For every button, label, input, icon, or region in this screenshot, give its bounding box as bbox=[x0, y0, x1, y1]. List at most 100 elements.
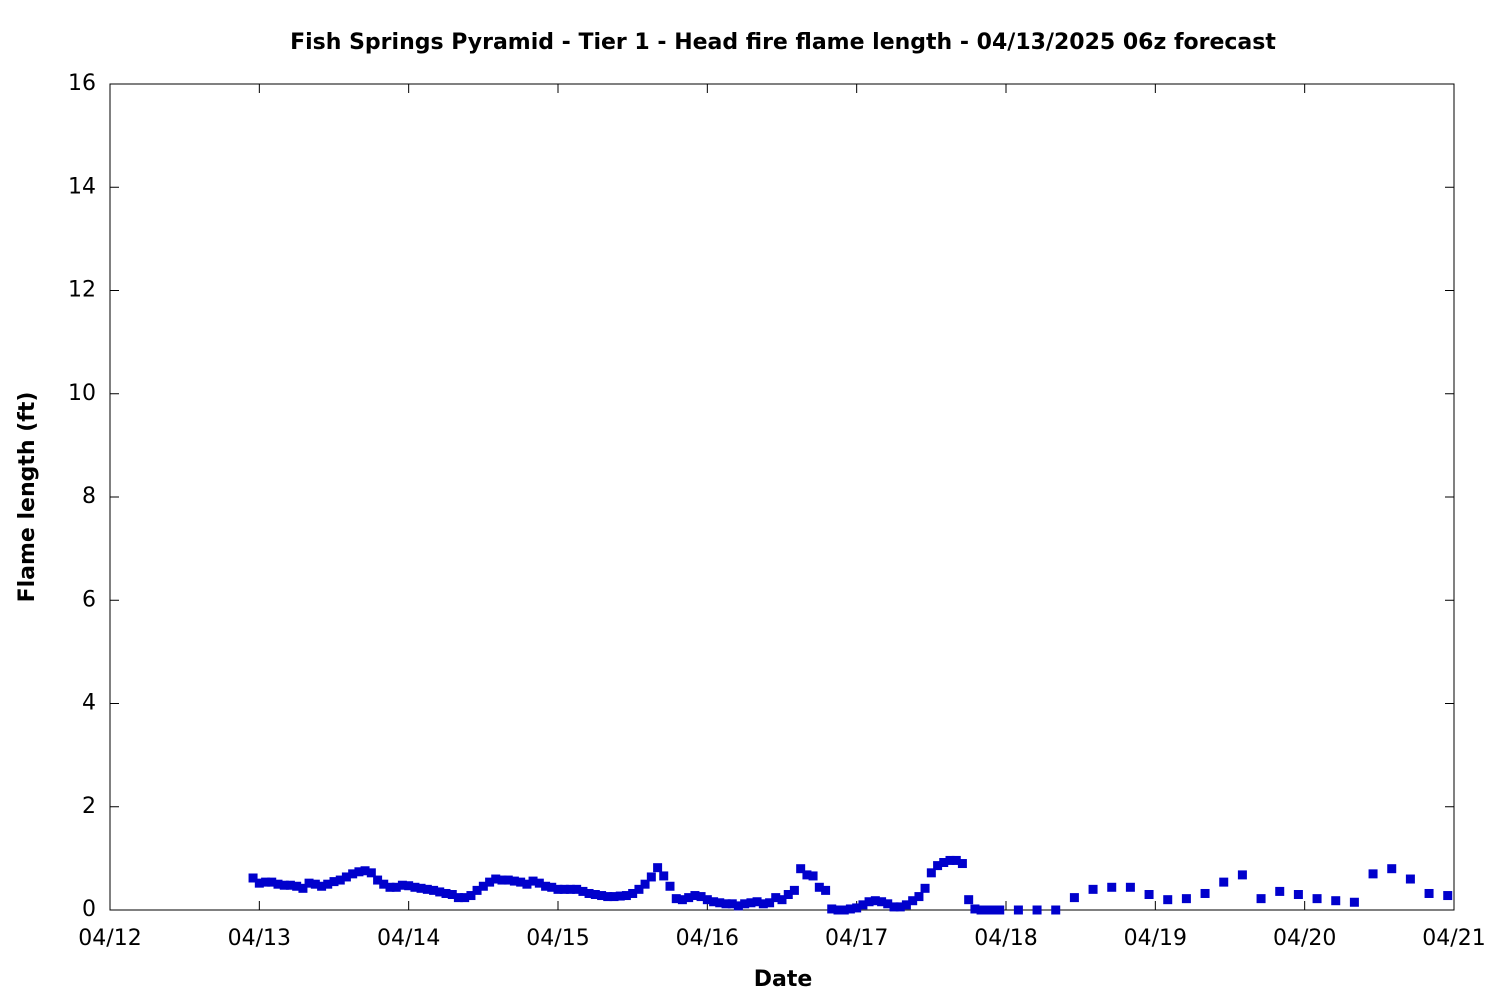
point bbox=[366, 868, 376, 878]
y-tick-label: 14 bbox=[68, 174, 96, 199]
point bbox=[771, 893, 781, 903]
point bbox=[696, 892, 706, 902]
point bbox=[858, 900, 868, 910]
point bbox=[989, 905, 999, 915]
point bbox=[348, 869, 358, 879]
y-tick-label: 6 bbox=[82, 587, 96, 612]
point bbox=[976, 905, 986, 915]
plot-frame bbox=[109, 83, 1455, 911]
point bbox=[578, 886, 588, 896]
point bbox=[584, 888, 594, 898]
point bbox=[677, 895, 687, 905]
point bbox=[590, 890, 600, 900]
point bbox=[939, 858, 949, 868]
point bbox=[404, 881, 414, 891]
y-tick-label: 2 bbox=[82, 794, 96, 819]
point bbox=[1051, 905, 1061, 915]
point bbox=[441, 888, 451, 898]
point bbox=[1443, 891, 1453, 901]
point bbox=[323, 879, 333, 889]
point bbox=[646, 872, 656, 882]
point bbox=[877, 897, 887, 907]
point bbox=[1237, 870, 1247, 880]
point bbox=[509, 876, 519, 886]
point bbox=[1200, 888, 1210, 898]
point bbox=[317, 881, 327, 891]
point bbox=[721, 899, 731, 909]
point bbox=[690, 891, 700, 901]
point bbox=[1256, 894, 1266, 904]
point bbox=[883, 899, 893, 909]
point bbox=[304, 878, 314, 888]
point bbox=[895, 902, 905, 912]
point bbox=[827, 904, 837, 914]
point bbox=[485, 877, 495, 887]
point bbox=[516, 877, 526, 887]
point bbox=[777, 895, 787, 905]
point bbox=[254, 878, 264, 888]
point bbox=[970, 904, 980, 914]
point bbox=[758, 899, 768, 909]
point bbox=[746, 898, 756, 908]
point bbox=[422, 884, 432, 894]
point bbox=[702, 895, 712, 905]
x-tick-label: 04/20 bbox=[1273, 926, 1336, 951]
y-tick-label: 4 bbox=[82, 691, 96, 716]
point bbox=[466, 891, 476, 901]
point bbox=[1013, 905, 1023, 915]
point bbox=[528, 876, 538, 886]
point bbox=[796, 864, 806, 874]
point bbox=[1144, 890, 1154, 900]
x-tick-label: 04/19 bbox=[1124, 926, 1187, 951]
point bbox=[995, 905, 1005, 915]
point bbox=[1331, 896, 1341, 906]
point bbox=[845, 904, 855, 914]
point bbox=[553, 884, 563, 894]
point bbox=[597, 891, 607, 901]
x-tick-label: 04/12 bbox=[78, 926, 141, 951]
point bbox=[559, 884, 569, 894]
point bbox=[354, 867, 364, 877]
x-tick-label: 04/21 bbox=[1422, 926, 1485, 951]
point bbox=[1275, 886, 1285, 896]
point bbox=[1163, 895, 1173, 905]
point bbox=[1424, 888, 1434, 898]
point bbox=[1032, 905, 1042, 915]
point bbox=[621, 891, 631, 901]
point bbox=[435, 887, 445, 897]
point bbox=[273, 879, 283, 889]
point bbox=[659, 871, 669, 881]
point bbox=[565, 884, 575, 894]
point bbox=[789, 885, 799, 895]
x-tick-label: 04/13 bbox=[228, 926, 291, 951]
point bbox=[715, 898, 725, 908]
point bbox=[783, 890, 793, 900]
y-tick-label: 16 bbox=[68, 71, 96, 96]
point bbox=[945, 855, 955, 865]
point bbox=[628, 888, 638, 898]
point bbox=[889, 902, 899, 912]
point bbox=[852, 903, 862, 913]
point bbox=[914, 892, 924, 902]
point bbox=[933, 861, 943, 871]
point bbox=[385, 882, 395, 892]
point bbox=[808, 871, 818, 881]
point bbox=[901, 900, 911, 910]
point bbox=[951, 855, 961, 865]
point bbox=[1107, 882, 1117, 892]
point bbox=[279, 880, 289, 890]
point bbox=[1125, 882, 1135, 892]
point bbox=[1405, 874, 1415, 884]
point bbox=[572, 884, 582, 894]
x-tick-label: 04/16 bbox=[676, 926, 739, 951]
point bbox=[957, 859, 967, 869]
point bbox=[285, 880, 295, 890]
point bbox=[447, 890, 457, 900]
point bbox=[733, 901, 743, 911]
point bbox=[298, 883, 308, 893]
point bbox=[1293, 890, 1303, 900]
point bbox=[634, 884, 644, 894]
y-axis-label: Flame length (ft) bbox=[15, 392, 40, 603]
y-tick-label: 10 bbox=[68, 381, 96, 406]
